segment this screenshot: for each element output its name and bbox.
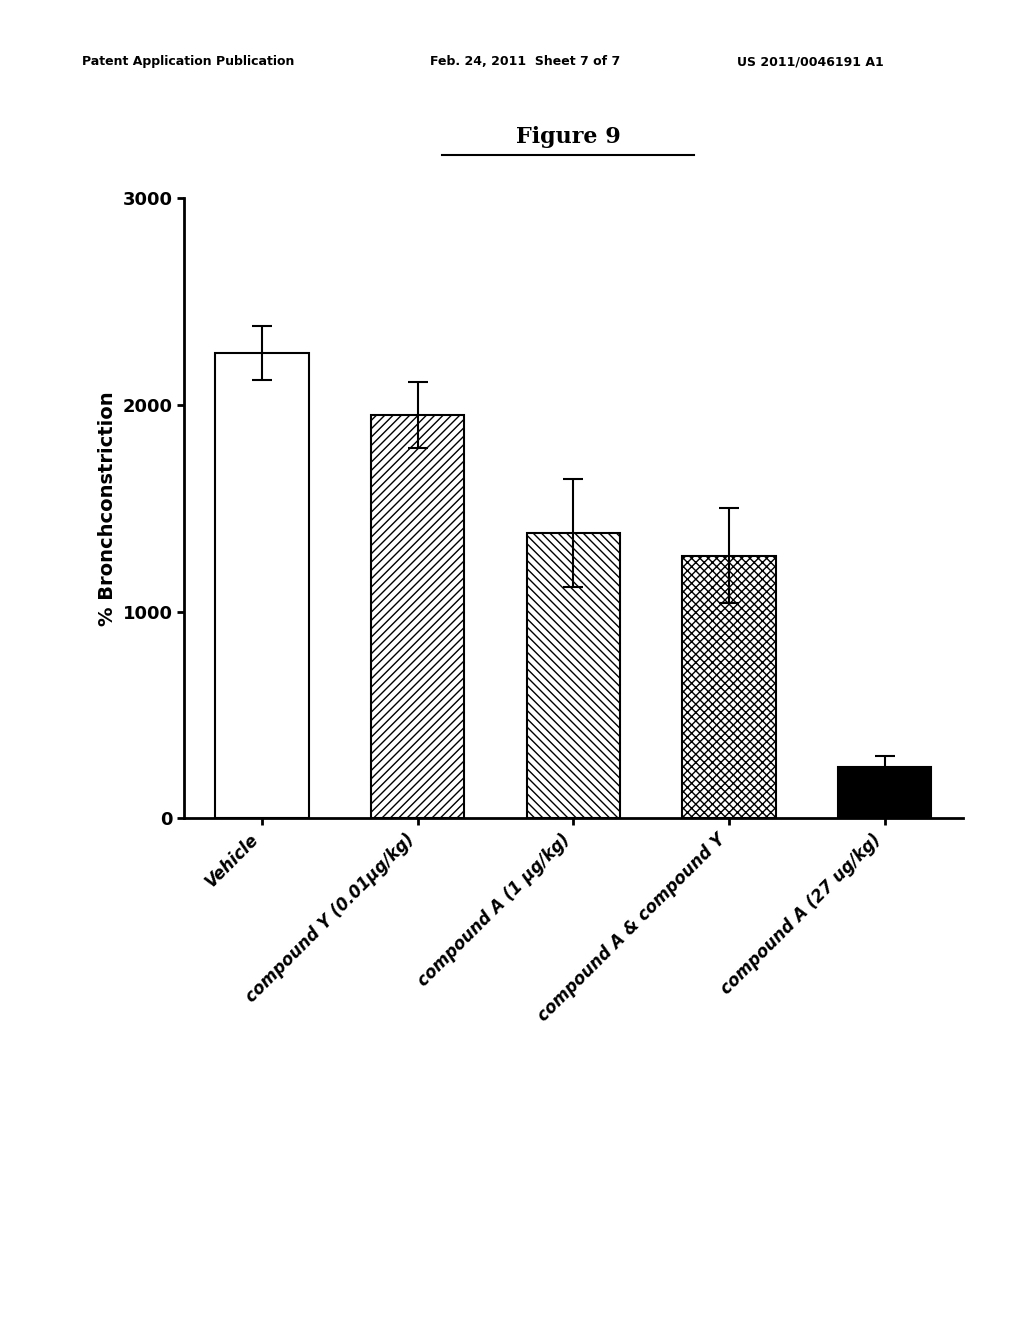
Bar <box>526 533 621 818</box>
Text: Figure 9: Figure 9 <box>516 125 621 148</box>
Text: Patent Application Publication: Patent Application Publication <box>82 55 294 69</box>
Bar <box>838 767 932 818</box>
Bar <box>682 556 776 818</box>
Text: Feb. 24, 2011  Sheet 7 of 7: Feb. 24, 2011 Sheet 7 of 7 <box>430 55 621 69</box>
Y-axis label: % Bronchconstriction: % Bronchconstriction <box>98 391 117 626</box>
Text: US 2011/0046191 A1: US 2011/0046191 A1 <box>737 55 884 69</box>
Bar <box>371 414 465 818</box>
Bar <box>215 354 309 818</box>
